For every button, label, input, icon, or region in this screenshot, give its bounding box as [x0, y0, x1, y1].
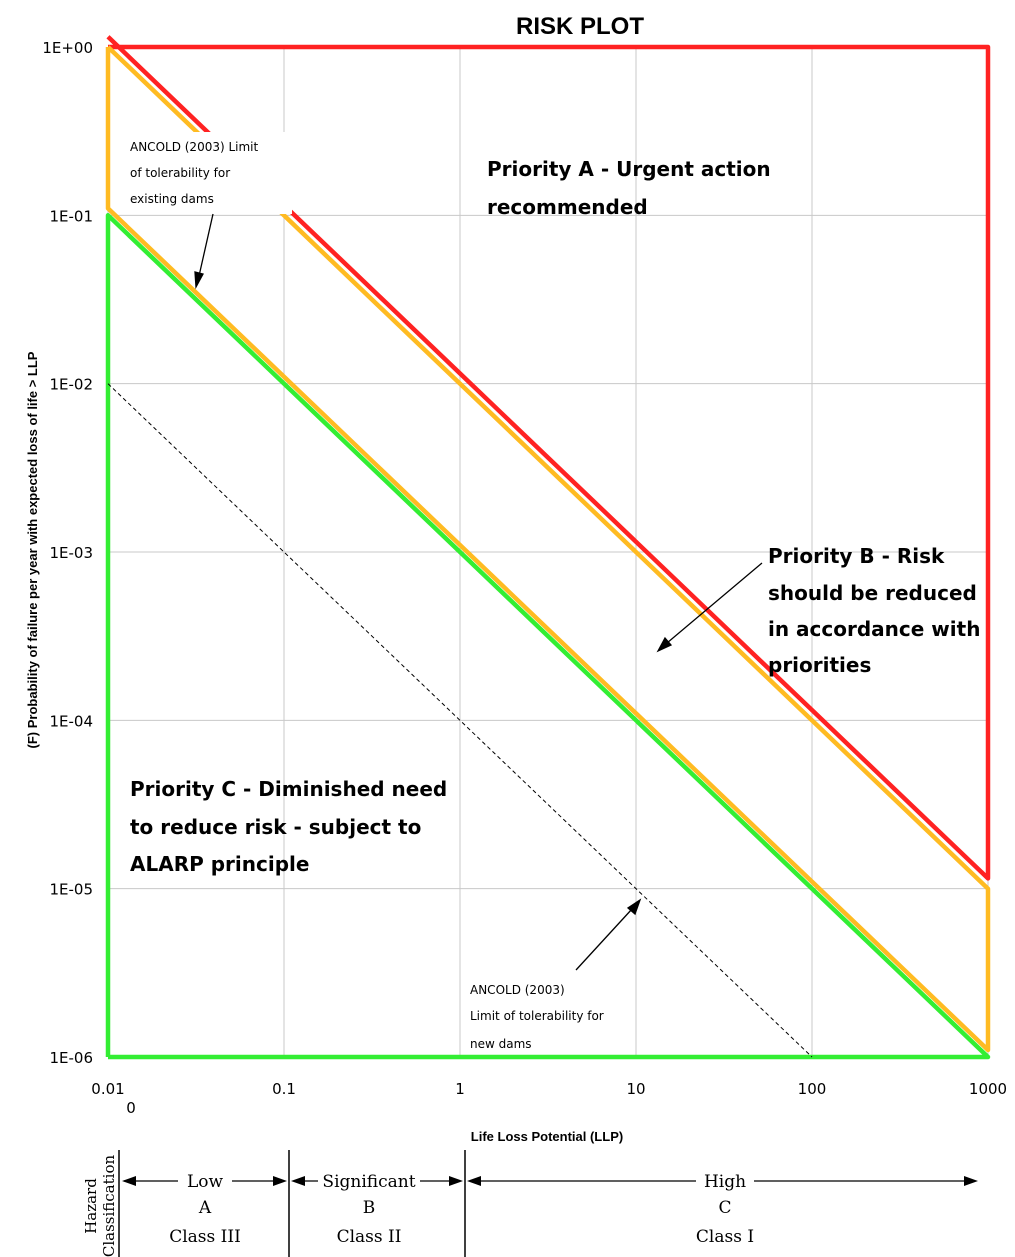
annotation-arrows — [194, 213, 763, 971]
svg-text:existing dams: existing dams — [130, 192, 214, 206]
new-dams-note: ANCOLD (2003) Limit of tolerability for … — [470, 983, 604, 1051]
new-dams-arrowhead — [626, 898, 642, 916]
svg-text:Class III: Class III — [169, 1227, 241, 1247]
existing-dams-arrowhead — [194, 271, 204, 290]
x-tick-label: 0.1 — [272, 1080, 296, 1098]
x-tick-label: 1000 — [969, 1080, 1007, 1098]
svg-text:recommended: recommended — [487, 195, 648, 219]
svg-text:should be reduced: should be reduced — [768, 581, 977, 605]
svg-text:to reduce risk - subject to: to reduce risk - subject to — [130, 815, 421, 839]
svg-text:A: A — [198, 1198, 212, 1218]
y-tick-label: 1E-05 — [49, 881, 93, 899]
hazard-significant: Significant B Class II — [291, 1172, 463, 1247]
x-tick-label-zero: 0 — [126, 1099, 136, 1117]
svg-text:in accordance with: in accordance with — [768, 617, 980, 641]
x-tick-label: 0.01 — [91, 1080, 124, 1098]
chart-title: RISK PLOT — [516, 13, 644, 40]
series-layer — [105, 35, 991, 1060]
svg-text:of tolerability for: of tolerability for — [130, 166, 230, 180]
y-tick-label: 1E-02 — [49, 376, 93, 394]
new-dams-limit-series — [107, 383, 813, 1058]
svg-text:High: High — [704, 1172, 746, 1192]
hazard-label: Hazard — [82, 1178, 100, 1234]
svg-text:ALARP principle: ALARP principle — [130, 852, 309, 876]
svg-text:Priority A - Urgent action: Priority A - Urgent action — [487, 157, 771, 181]
green-boundary-series — [105, 213, 991, 1060]
y-tick-label: 1E-01 — [49, 207, 93, 225]
svg-text:ANCOLD (2003) Limit: ANCOLD (2003) Limit — [130, 140, 259, 154]
svg-text:C: C — [718, 1198, 731, 1218]
y-axis-label: (F) Probability of failure per year with… — [25, 351, 40, 748]
x-axis-label: Life Loss Potential (LLP) — [471, 1129, 623, 1144]
existing-dams-arrow — [198, 213, 214, 277]
priority-a-annotation: Priority A - Urgent action recommended — [487, 157, 771, 219]
svg-text:B: B — [363, 1198, 376, 1218]
svg-text:Priority B - Risk: Priority B - Risk — [768, 544, 945, 568]
existing-dams-note: ANCOLD (2003) Limit of tolerability for … — [122, 132, 292, 214]
hazard-classification: Hazard Classification Low A Class III Si… — [82, 1150, 978, 1257]
y-tick-label: 1E-04 — [49, 712, 93, 730]
x-tick-label: 1 — [455, 1080, 465, 1098]
priority-c-annotation: Priority C - Diminished need to reduce r… — [130, 777, 447, 876]
svg-text:Priority C - Diminished need: Priority C - Diminished need — [130, 777, 447, 801]
y-tick-label: 1E-03 — [49, 544, 93, 562]
hazard-high: High C Class I — [467, 1172, 978, 1247]
new-dams-arrow — [575, 908, 633, 971]
priority-b-arrow — [666, 562, 763, 644]
y-tick-label: 1E+00 — [42, 39, 93, 57]
svg-text:Class I: Class I — [696, 1227, 754, 1247]
svg-text:Limit of tolerability for: Limit of tolerability for — [470, 1009, 604, 1023]
svg-text:new dams: new dams — [470, 1037, 532, 1051]
red-boundary-series — [106, 35, 991, 881]
svg-text:Class II: Class II — [337, 1227, 402, 1247]
x-tick-label: 10 — [626, 1080, 645, 1098]
svg-text:ANCOLD (2003): ANCOLD (2003) — [470, 983, 565, 997]
tick-labels: 0.01 0.1 1 10 100 1000 0 1E+00 1E-01 1E-02 1E-03 1E… — [42, 39, 1007, 1117]
svg-text:Significant: Significant — [322, 1172, 415, 1192]
svg-text:Low: Low — [187, 1172, 224, 1192]
priority-b-annotation: Priority B - Risk should be reduced in a… — [768, 544, 980, 677]
y-tick-label: 1E-06 — [49, 1049, 93, 1067]
svg-text:priorities: priorities — [768, 653, 871, 677]
priority-b-arrowhead — [656, 636, 673, 653]
hazard-label-2: Classification — [100, 1155, 118, 1257]
hazard-low: Low A Class III — [122, 1172, 287, 1247]
x-tick-label: 100 — [798, 1080, 827, 1098]
orange-boundary-series — [105, 45, 991, 1053]
